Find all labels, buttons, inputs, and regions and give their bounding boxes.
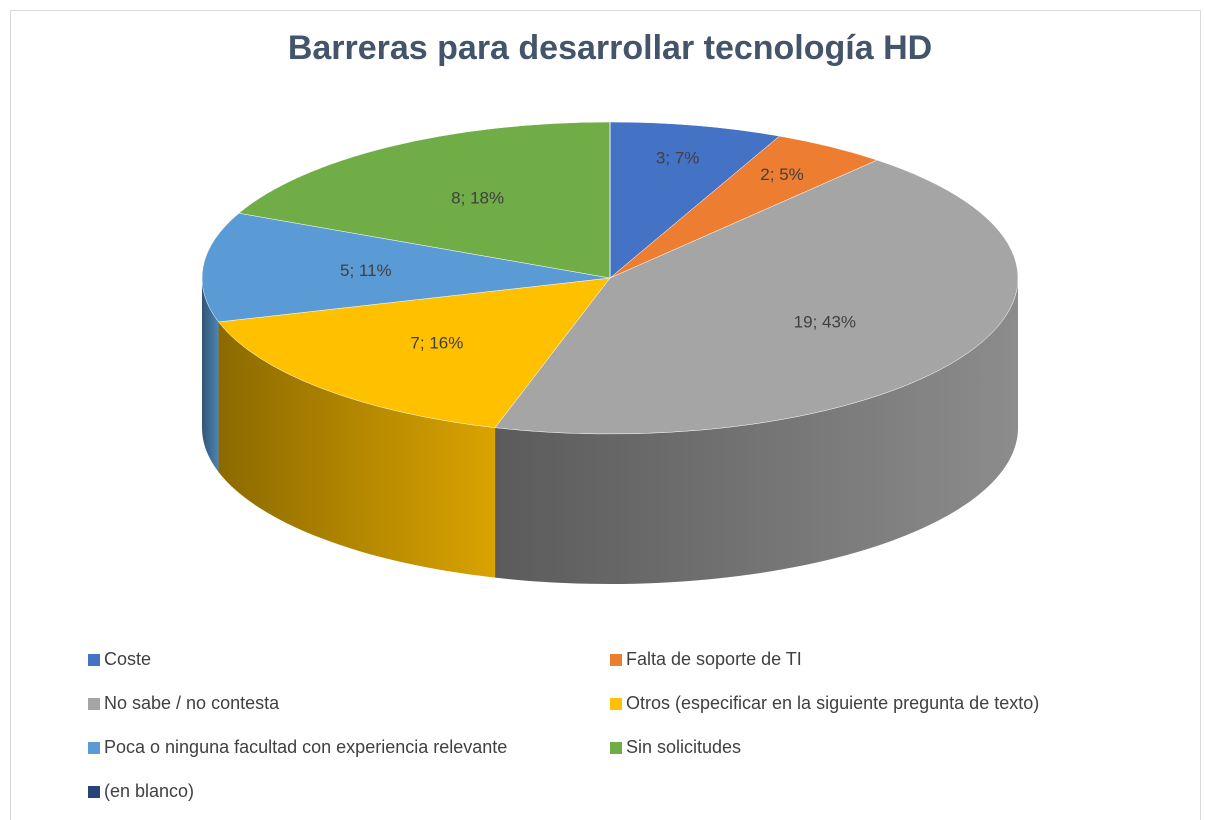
slice: [238, 121, 611, 279]
legend-label: (en blanco): [104, 781, 194, 801]
legend-label: Coste: [104, 649, 151, 669]
legend-swatch: [88, 698, 100, 710]
slice: [218, 277, 611, 428]
data-label: 19; 43%: [794, 312, 856, 331]
slice: [494, 159, 1019, 435]
legend-label: No sabe / no contesta: [104, 693, 280, 713]
legend-swatch: [88, 654, 100, 666]
legend-swatch: [610, 654, 622, 666]
slice: [201, 212, 611, 323]
data-label: 3; 7%: [656, 149, 699, 168]
legend-label: Otros (especificar en la siguiente pregu…: [626, 693, 1039, 713]
data-label: 7; 16%: [410, 334, 463, 353]
legend-label: Poca o ninguna facultad con experiencia …: [104, 737, 507, 757]
data-label: 2; 5%: [760, 165, 803, 184]
legend-label: Falta de soporte de TI: [626, 649, 802, 669]
slice-side: [202, 278, 219, 472]
slice-side: [218, 321, 496, 578]
data-label: 8; 18%: [451, 189, 504, 208]
chart-title: Barreras para desarrollar tecnología HD: [288, 29, 932, 67]
legend-swatch: [610, 742, 622, 754]
legend-swatch: [88, 742, 100, 754]
data-label: 5; 11%: [340, 261, 392, 280]
legend-swatch: [88, 786, 100, 798]
slice-side: [495, 278, 1019, 584]
slice: [609, 121, 781, 279]
legend-swatch: [610, 698, 622, 710]
legend-label: Sin solicitudes: [626, 737, 741, 757]
